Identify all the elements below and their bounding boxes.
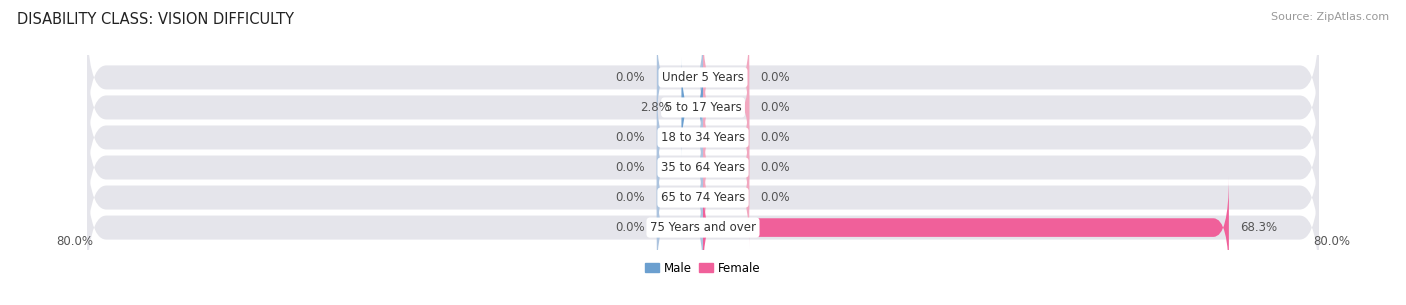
FancyBboxPatch shape — [87, 14, 1319, 141]
Text: 0.0%: 0.0% — [616, 191, 645, 204]
Text: 18 to 34 Years: 18 to 34 Years — [661, 131, 745, 144]
Text: 2.8%: 2.8% — [640, 101, 669, 114]
FancyBboxPatch shape — [87, 45, 1319, 170]
Text: 0.0%: 0.0% — [761, 161, 790, 174]
FancyBboxPatch shape — [657, 87, 703, 188]
Text: Source: ZipAtlas.com: Source: ZipAtlas.com — [1271, 12, 1389, 22]
FancyBboxPatch shape — [657, 117, 703, 218]
FancyBboxPatch shape — [657, 177, 703, 278]
Text: Under 5 Years: Under 5 Years — [662, 71, 744, 84]
Text: 0.0%: 0.0% — [761, 131, 790, 144]
FancyBboxPatch shape — [682, 57, 703, 158]
FancyBboxPatch shape — [703, 57, 749, 158]
Text: 80.0%: 80.0% — [1313, 235, 1350, 248]
Text: 0.0%: 0.0% — [616, 221, 645, 234]
Text: 0.0%: 0.0% — [761, 71, 790, 84]
Text: 80.0%: 80.0% — [56, 235, 93, 248]
Text: 75 Years and over: 75 Years and over — [650, 221, 756, 234]
FancyBboxPatch shape — [87, 104, 1319, 231]
FancyBboxPatch shape — [657, 147, 703, 248]
FancyBboxPatch shape — [703, 117, 749, 218]
Text: 5 to 17 Years: 5 to 17 Years — [665, 101, 741, 114]
Legend: Male, Female: Male, Female — [641, 257, 765, 279]
Text: 0.0%: 0.0% — [761, 191, 790, 204]
FancyBboxPatch shape — [703, 147, 749, 248]
FancyBboxPatch shape — [703, 177, 1229, 278]
Text: 0.0%: 0.0% — [761, 101, 790, 114]
FancyBboxPatch shape — [657, 27, 703, 128]
FancyBboxPatch shape — [703, 87, 749, 188]
Text: 0.0%: 0.0% — [616, 131, 645, 144]
FancyBboxPatch shape — [87, 74, 1319, 201]
FancyBboxPatch shape — [87, 164, 1319, 291]
Text: 0.0%: 0.0% — [616, 71, 645, 84]
Text: 68.3%: 68.3% — [1240, 221, 1278, 234]
Text: DISABILITY CLASS: VISION DIFFICULTY: DISABILITY CLASS: VISION DIFFICULTY — [17, 12, 294, 27]
FancyBboxPatch shape — [87, 135, 1319, 260]
Text: 0.0%: 0.0% — [616, 161, 645, 174]
Text: 65 to 74 Years: 65 to 74 Years — [661, 191, 745, 204]
FancyBboxPatch shape — [703, 27, 749, 128]
Text: 35 to 64 Years: 35 to 64 Years — [661, 161, 745, 174]
